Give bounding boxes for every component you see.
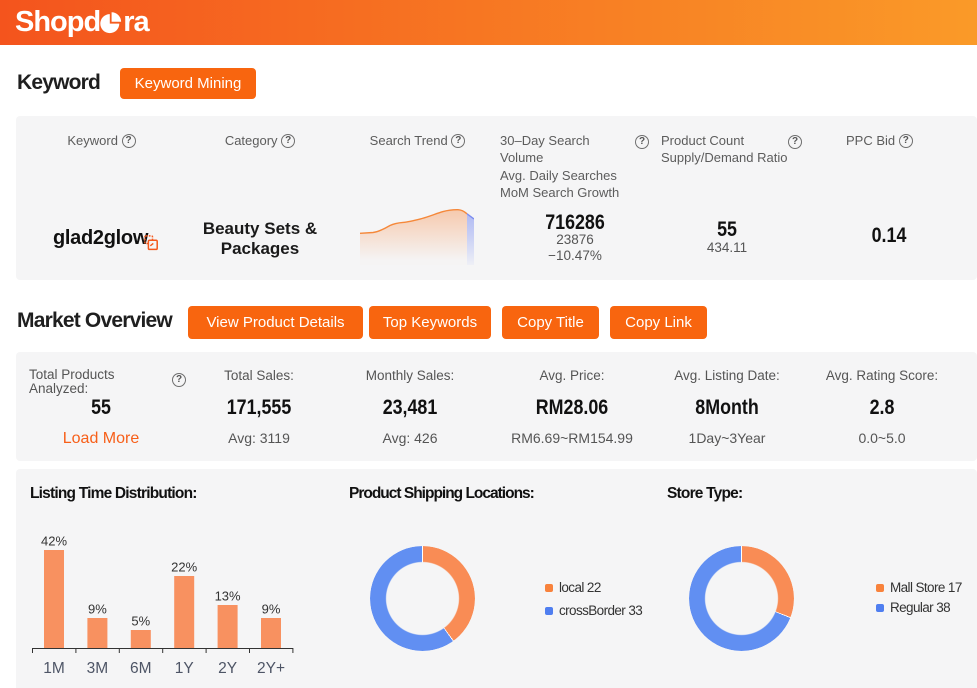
svg-text:1Y: 1Y bbox=[175, 660, 194, 677]
svg-text:9%: 9% bbox=[262, 602, 281, 617]
svg-text:13%: 13% bbox=[215, 589, 241, 604]
svg-text:2Y+: 2Y+ bbox=[257, 660, 285, 677]
svg-text:5%: 5% bbox=[131, 614, 150, 629]
svg-text:6M: 6M bbox=[130, 660, 152, 677]
svg-text:9%: 9% bbox=[88, 602, 107, 617]
svg-text:3M: 3M bbox=[87, 660, 109, 677]
svg-text:22%: 22% bbox=[171, 560, 197, 575]
svg-text:2Y: 2Y bbox=[218, 660, 237, 677]
svg-text:1M: 1M bbox=[43, 660, 65, 677]
svg-text:42%: 42% bbox=[41, 534, 67, 549]
